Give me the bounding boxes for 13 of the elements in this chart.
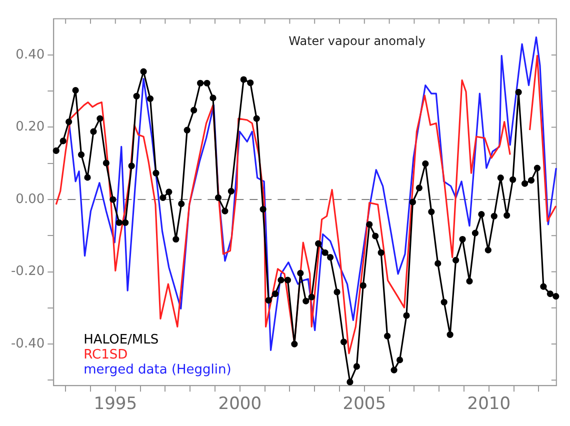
- y-tick-label: -0.20: [10, 264, 45, 280]
- annotation: Water vapour anomaly: [288, 34, 426, 48]
- y-tick-label: 0.40: [16, 47, 45, 62]
- y-tick-label: 0.20: [16, 120, 45, 135]
- y-tick-label: -0.40: [10, 336, 45, 352]
- x-tick-label: 1995: [94, 394, 138, 414]
- x-tick-label: 2005: [342, 394, 386, 414]
- text: merged data (Hegglin): [84, 362, 232, 378]
- text: RC1SD: [84, 348, 128, 363]
- y-tick-label: 0.00: [16, 192, 45, 207]
- text: HALOE/MLS: [84, 332, 159, 348]
- x-tick-label: 2000: [218, 394, 262, 414]
- x-tick-label: 2010: [467, 394, 511, 414]
